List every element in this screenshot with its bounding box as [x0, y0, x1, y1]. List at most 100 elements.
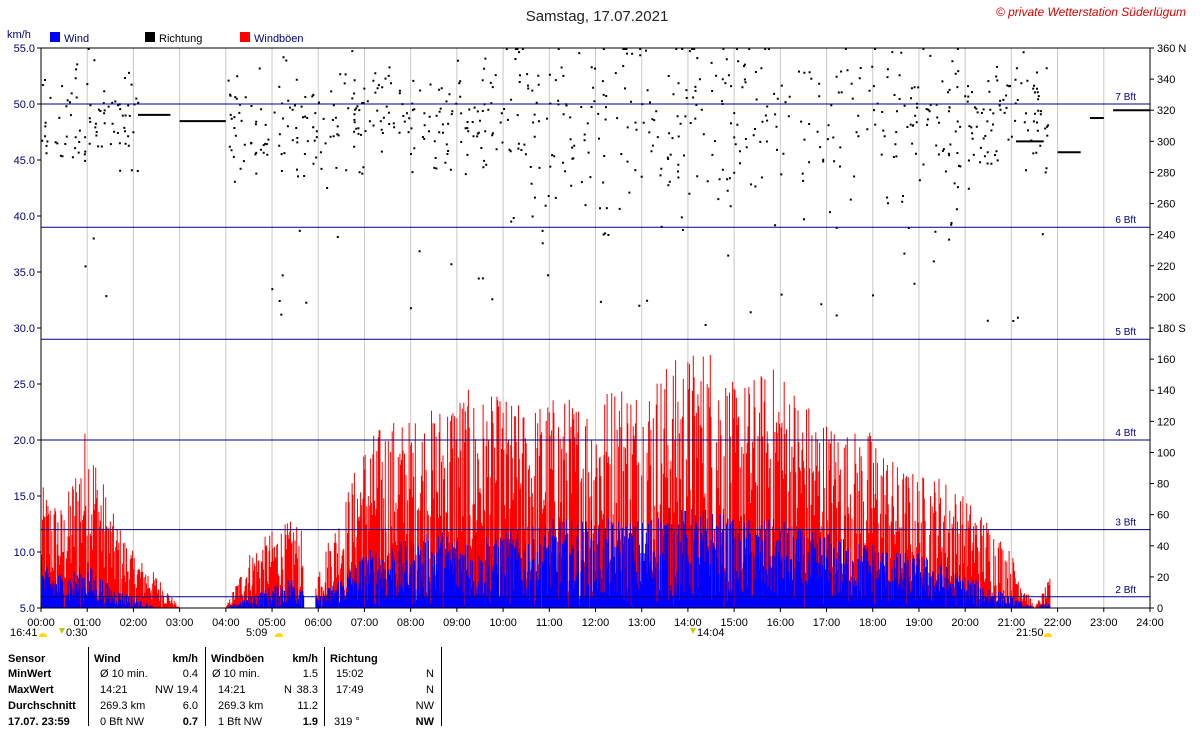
legend-gust-swatch	[240, 32, 250, 42]
y-tick-label: 50.0	[14, 99, 35, 111]
noon-marker-icon	[690, 628, 696, 634]
noon-time-label: 14:04	[697, 627, 725, 639]
gust-dir: N	[284, 684, 292, 696]
y2-tick-label: 0	[1157, 603, 1163, 615]
table-divider	[88, 647, 89, 726]
table-divider	[205, 647, 206, 726]
chart-title: Samstag, 17.07.2021	[526, 8, 669, 25]
beaufort-label: 6 Bft	[1115, 215, 1136, 226]
gust-note: Ø 10 min.	[212, 668, 260, 680]
direction-series	[41, 48, 1150, 326]
x-tick-label: 04:00	[212, 617, 240, 629]
sun-moon-markers: 16:41 0:30 5:09 14:04 21:50 00	[10, 627, 1052, 639]
y2-tick-label: 280	[1157, 167, 1175, 179]
y2-tick-label: 100	[1157, 447, 1175, 459]
row-label: Durchschnitt	[8, 700, 76, 712]
x-tick-label: 21:00	[998, 617, 1026, 629]
x-tick-label: 12:00	[582, 617, 610, 629]
y-tick-label: 10.0	[14, 547, 35, 559]
dir-value: NW	[415, 700, 434, 712]
table-divider	[324, 647, 325, 726]
sunset-icon	[1044, 633, 1052, 637]
x-tick-label: 06:00	[304, 617, 332, 629]
gust-note: 14:21	[218, 684, 246, 696]
x-tick-label: 20:00	[951, 617, 979, 629]
sunrise-left-label: 16:41	[10, 627, 38, 639]
legend-wind-swatch	[50, 32, 60, 42]
legend-direction-label: Richtung	[159, 33, 202, 45]
gust-note: 1 Bft NW	[218, 716, 263, 728]
wind-value: 0.7	[182, 716, 198, 728]
sunset-time-label: 21:50	[1016, 627, 1044, 639]
statistics-table: Sensor Wind km/h Windböen km/h Richtung …	[0, 645, 1200, 728]
y2-tick-label: 360 N	[1157, 43, 1186, 55]
dir-time: 319 °	[334, 716, 360, 728]
y2-tick-label: 320	[1157, 105, 1175, 117]
direction-header: Richtung	[330, 653, 378, 665]
x-tick-label: 24:00	[1136, 617, 1164, 629]
x-tick-label: 23:00	[1090, 617, 1118, 629]
wind-header: Wind	[94, 653, 121, 665]
y-tick-label: 25.0	[14, 379, 35, 391]
x-tick-label: 09:00	[443, 617, 471, 629]
x-tick-label: 14:00	[674, 617, 702, 629]
copyright-text: © private Wetterstation Süderlügum	[996, 5, 1186, 19]
y2-tick-label: 40	[1157, 541, 1169, 553]
x-tick-label: 00:00	[27, 617, 55, 629]
y-tick-label: 20.0	[14, 435, 35, 447]
wind-chart: 2 Bft 3 Bft 4 Bft 5 Bft 6 Bft 7 Bft 55.0 50.0 4…	[7, 5, 1186, 639]
y2-tick-label: 80	[1157, 479, 1169, 491]
row-label: 17.07. 23:59	[8, 716, 70, 728]
x-tick-label: 03:00	[166, 617, 194, 629]
x-tick-label: 13:00	[628, 617, 656, 629]
y-tick-label: 40.0	[14, 211, 35, 223]
y2-tick-label: 160	[1157, 354, 1175, 366]
y2-tick-label: 140	[1157, 385, 1175, 397]
beaufort-label: 7 Bft	[1115, 92, 1136, 103]
x-tick-label: 11:00	[536, 617, 563, 629]
row-label: MaxWert	[8, 684, 54, 696]
y-tick-label: 30.0	[14, 323, 35, 335]
y2-tick-label: 300	[1157, 136, 1175, 148]
beaufort-lines: 2 Bft 3 Bft 4 Bft 5 Bft 6 Bft 7 Bft	[41, 92, 1150, 598]
y-tick-label: 15.0	[14, 491, 35, 503]
gust-value: 11.2	[297, 700, 318, 712]
y2-tick-label: 240	[1157, 230, 1175, 242]
x-tick-label: 08:00	[397, 617, 425, 629]
x-tick-label: 22:00	[1044, 617, 1072, 629]
wind-note: 14:21	[100, 684, 128, 696]
y2-tick-label: 20	[1157, 572, 1169, 584]
direction-dots	[41, 48, 1050, 326]
y-tick-label: 55.0	[14, 43, 35, 55]
wind-value: 19.4	[176, 684, 198, 696]
sun-icon	[39, 633, 47, 637]
legend-direction-swatch	[145, 32, 155, 42]
row-label: MinWert	[8, 668, 52, 680]
y2-tick-label: 60	[1157, 510, 1169, 522]
moon-icon	[59, 628, 65, 634]
gust-value: 1.9	[302, 716, 318, 728]
moon-time-label: 0:30	[66, 627, 87, 639]
wind-note: 269.3 km	[100, 700, 146, 712]
x-tick-label: 01:00	[73, 617, 101, 629]
gust-unit-header: km/h	[292, 653, 318, 665]
gust-header: Windböen	[211, 653, 265, 665]
dir-value: NW	[415, 716, 434, 728]
y-tick-label: 5.0	[20, 603, 35, 615]
wind-value: 0.4	[182, 668, 198, 680]
beaufort-label: 5 Bft	[1115, 327, 1136, 338]
table-divider	[441, 647, 442, 726]
x-tick-label: 16:00	[767, 617, 795, 629]
gust-note: 269.3 km	[218, 700, 264, 712]
y2-tick-label: 340	[1157, 74, 1175, 86]
wind-value: 6.0	[182, 700, 198, 712]
sunrise-icon	[275, 633, 283, 637]
beaufort-label: 4 Bft	[1115, 428, 1136, 439]
y2-tick-label: 180 S	[1157, 323, 1186, 335]
wind-unit-header: km/h	[172, 653, 198, 665]
y2-tick-label: 260	[1157, 199, 1175, 211]
x-tick-label: 05:00	[258, 617, 286, 629]
x-tick-label: 18:00	[859, 617, 887, 629]
x-tick-label: 07:00	[351, 617, 379, 629]
sunrise-time-label: 5:09	[246, 627, 267, 639]
